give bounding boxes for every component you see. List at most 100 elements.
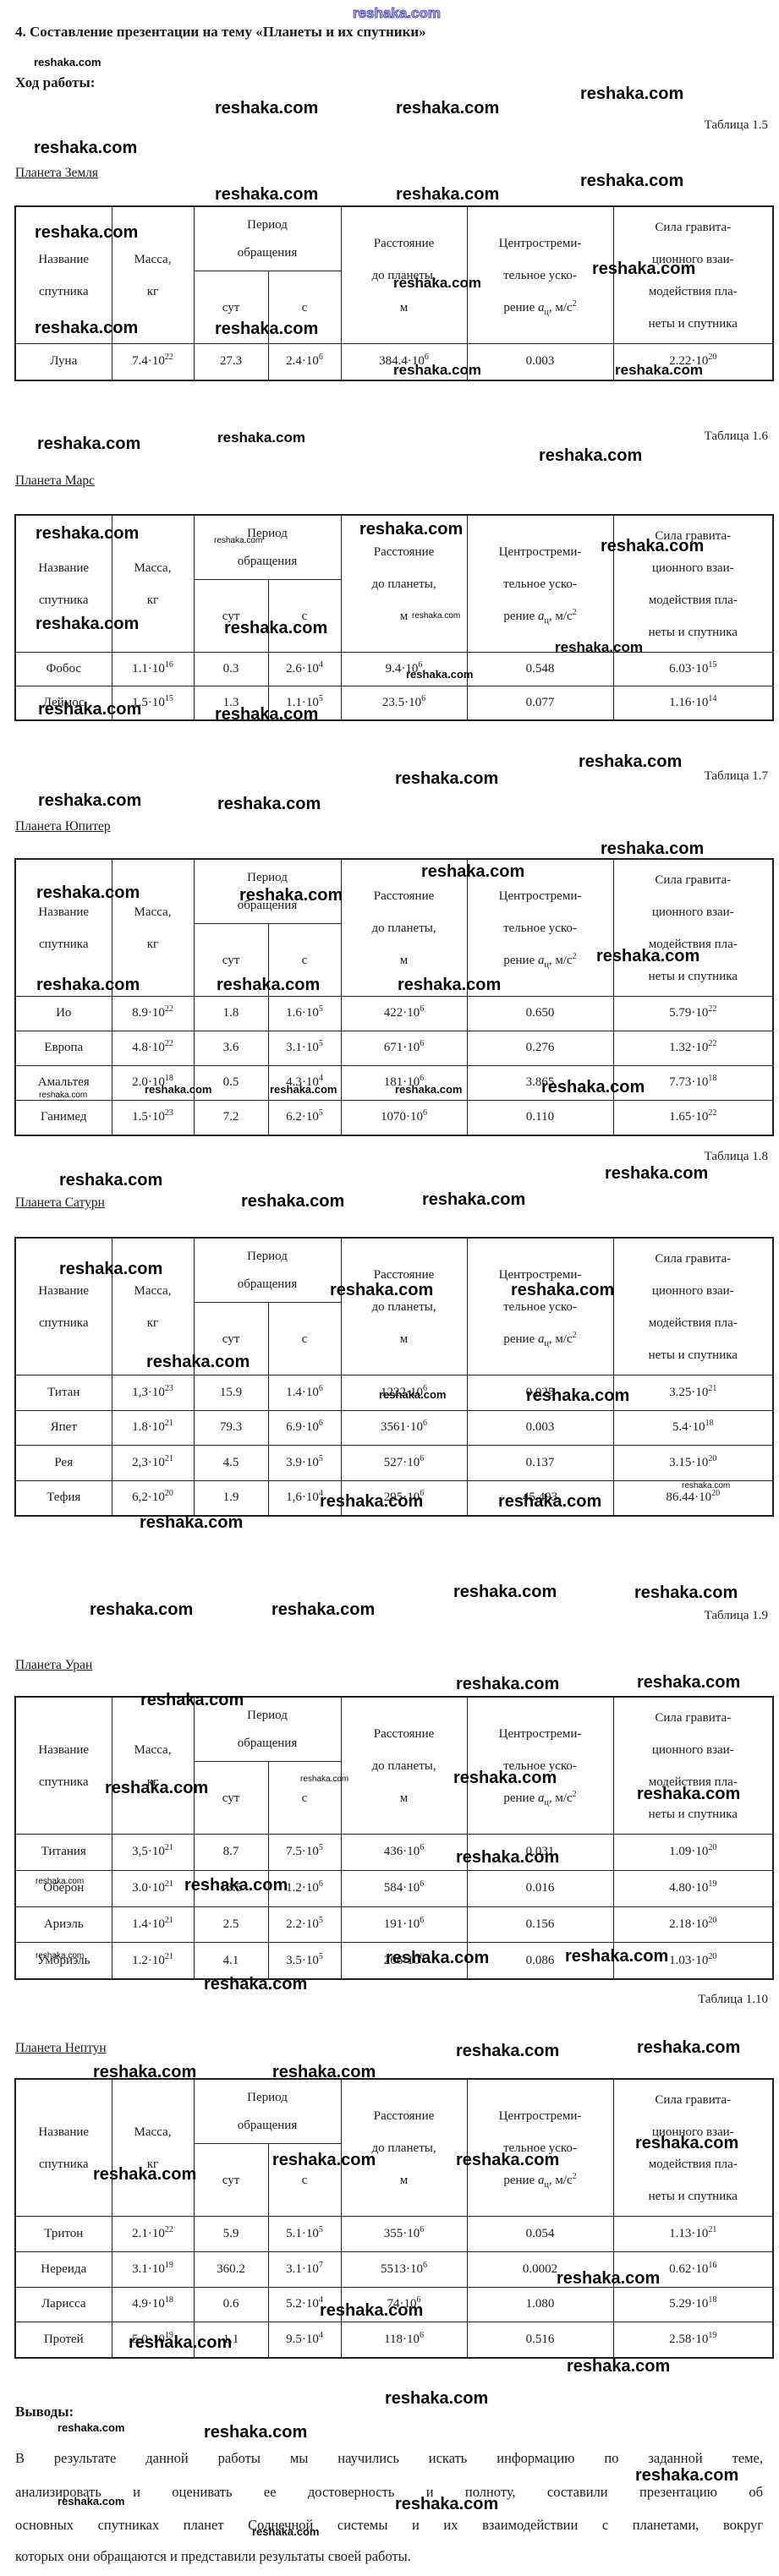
col-header-force: Сила гравита-ционного взаи-модействия пл…: [612, 1696, 774, 1835]
col-header-force: Сила гравита-ционного взаи-модействия пл…: [612, 858, 774, 997]
watermark: reshaka.com: [36, 615, 140, 633]
watermark: reshaka.com: [217, 429, 305, 446]
watermark: reshaka.com: [59, 1260, 163, 1278]
watermark: reshaka.com: [239, 886, 343, 905]
watermark: reshaka.com: [635, 2466, 739, 2485]
table-row: Титан 1,3·1023 15.9 1.4·106 1222·106 0.025 3.2…: [14, 1375, 774, 1411]
table-row: Протей 5.0·1019 1.1 9.5·104 118·106 0.516 2.58…: [14, 2322, 774, 2359]
cell-force: 5.4·1018: [612, 1409, 774, 1446]
col-header-satellite-name: Название спутника: [14, 858, 112, 997]
cell-period-days: 360.2: [193, 2251, 269, 2288]
cell-period-days: 2.5: [193, 1906, 269, 1944]
col-header-period: Период обращения: [193, 514, 342, 580]
cell-mass: 8.9·1022: [111, 996, 195, 1031]
cell-satellite-name: Рея: [14, 1445, 112, 1481]
col-header-distance: Расстояние до планеты, м: [340, 858, 468, 997]
table-row: Рея 2,3·1021 4.5 3.9·105 527·106 0.137 3.15·10…: [14, 1445, 774, 1481]
col-header-acceleration: Центростреми-тельное уско-рение aц, м/с2: [466, 205, 614, 344]
watermark: reshaka.com: [453, 1583, 557, 1601]
cell-acceleration: 0.110: [466, 1100, 614, 1136]
cell-mass: 1.5·1023: [111, 1100, 195, 1136]
cell-satellite-name: Япет: [14, 1409, 112, 1446]
watermark: reshaka.com: [456, 2151, 560, 2169]
col-header-mass: Масса, кг: [111, 2078, 195, 2217]
table-number-label: Таблица 1.7: [704, 769, 768, 783]
watermark-logo: reshaka.com: [353, 5, 442, 22]
cell-period-seconds: 7.5·105: [267, 1834, 342, 1871]
watermark: reshaka.com: [215, 185, 319, 204]
cell-force: 3.25·1021: [612, 1375, 774, 1411]
watermark: reshaka.com: [379, 1388, 447, 1401]
watermark: reshaka.com: [682, 1481, 731, 1490]
table-number-label: Таблица 1.10: [698, 1993, 768, 2006]
cell-satellite-name: Умбриэль: [14, 1942, 112, 1980]
cell-satellite-name: Ганимед: [14, 1100, 112, 1136]
cell-period-days: 4.5: [193, 1445, 269, 1481]
col-header-period-seconds: с: [267, 2143, 342, 2217]
cell-period-seconds: 6.9·106: [267, 1409, 342, 1446]
watermark: reshaka.com: [93, 2165, 197, 2184]
table-number-label: Таблица 1.5: [704, 118, 768, 132]
watermark: reshaka.com: [37, 435, 141, 453]
cell-acceleration: 3.865: [466, 1065, 614, 1101]
watermark: reshaka.com: [421, 862, 525, 881]
cell-period-days: 7.2: [193, 1100, 269, 1136]
cell-distance: 181·106: [340, 1065, 468, 1101]
work-progress-heading: Ход работы:: [15, 74, 96, 90]
cell-period-seconds: 1.4·106: [267, 1375, 342, 1411]
table-row: Ариэль 1.4·1021 2.5 2.2·105 191·106 0.156 2.18…: [14, 1906, 774, 1944]
cell-force: 1.03·1020: [612, 1942, 774, 1980]
table-row: Европа 4.8·1022 3.6 3.1·105 671·106 0.276 1.32…: [14, 1031, 774, 1066]
conclusion-line: которых они обращаются и представили рез…: [15, 2548, 411, 2564]
col-header-distance: Расстояние до планеты, м: [340, 205, 468, 344]
watermark: reshaka.com: [555, 639, 643, 655]
cell-acceleration: 0.086: [466, 1942, 614, 1980]
watermark: reshaka.com: [580, 172, 684, 190]
watermark: reshaka.com: [145, 1083, 212, 1096]
satellite-table: Название спутника Масса, кг Период обращени…: [14, 858, 775, 1136]
cell-period-seconds: 3.9·105: [267, 1445, 342, 1481]
table-row: Деймос 1.5·1015 1.3 1.1·105 23.5·106 0.077 1.1…: [14, 686, 774, 721]
cell-mass: 1.1·1016: [111, 652, 195, 686]
watermark: reshaka.com: [406, 668, 474, 681]
col-header-period: Период обращения: [193, 858, 342, 924]
col-header-period: Период обращения: [193, 1696, 342, 1762]
cell-acceleration: 0.137: [466, 1445, 614, 1481]
watermark: reshaka.com: [580, 85, 684, 103]
cell-satellite-name: Луна: [14, 343, 112, 381]
watermark: reshaka.com: [217, 795, 321, 813]
cell-force: 1.09·1020: [612, 1834, 774, 1871]
cell-acceleration: 0.054: [466, 2216, 614, 2252]
cell-distance: 384.4·106: [340, 343, 468, 381]
watermark: reshaka.com: [393, 362, 481, 378]
cell-acceleration: 0.031: [466, 1834, 614, 1871]
planet-heading: Планета Марс: [15, 473, 95, 488]
col-header-distance: Расстояние до планеты, м: [340, 2078, 468, 2217]
watermark: reshaka.com: [140, 1691, 244, 1709]
cell-distance: 422·106: [340, 996, 468, 1031]
watermark: reshaka.com: [539, 446, 643, 465]
page-title: 4. Составление презентации на тему «План…: [15, 24, 426, 40]
watermark: reshaka.com: [36, 1951, 85, 1961]
col-header-period-days: сут: [193, 2143, 269, 2217]
col-header-period-seconds: с: [267, 1302, 342, 1376]
watermark: reshaka.com: [393, 275, 481, 291]
cell-period-days: 4.1: [193, 1942, 269, 1980]
col-header-satellite-name: Название спутника: [14, 2078, 112, 2217]
cell-force: 0.62·1016: [612, 2251, 774, 2288]
cell-mass: 1,3·1023: [111, 1375, 195, 1411]
watermark: reshaka.com: [272, 2151, 376, 2169]
cell-satellite-name: Европа: [14, 1031, 112, 1066]
cell-force: 7.73·1018: [612, 1065, 774, 1101]
cell-period-days: 0.3: [193, 652, 269, 686]
col-header-acceleration: Центростреми-тельное уско-рение aц, м/с2: [466, 1696, 614, 1835]
watermark: reshaka.com: [146, 1353, 250, 1371]
watermark: reshaka.com: [637, 2038, 741, 2057]
cell-mass: 3,5·1021: [111, 1834, 195, 1871]
watermark: reshaka.com: [320, 2301, 424, 2320]
watermark: reshaka.com: [140, 1513, 244, 1532]
watermark: reshaka.com: [412, 611, 461, 621]
watermark: reshaka.com: [93, 2063, 197, 2081]
watermark: reshaka.com: [601, 840, 705, 858]
watermark: reshaka.com: [498, 1492, 602, 1511]
